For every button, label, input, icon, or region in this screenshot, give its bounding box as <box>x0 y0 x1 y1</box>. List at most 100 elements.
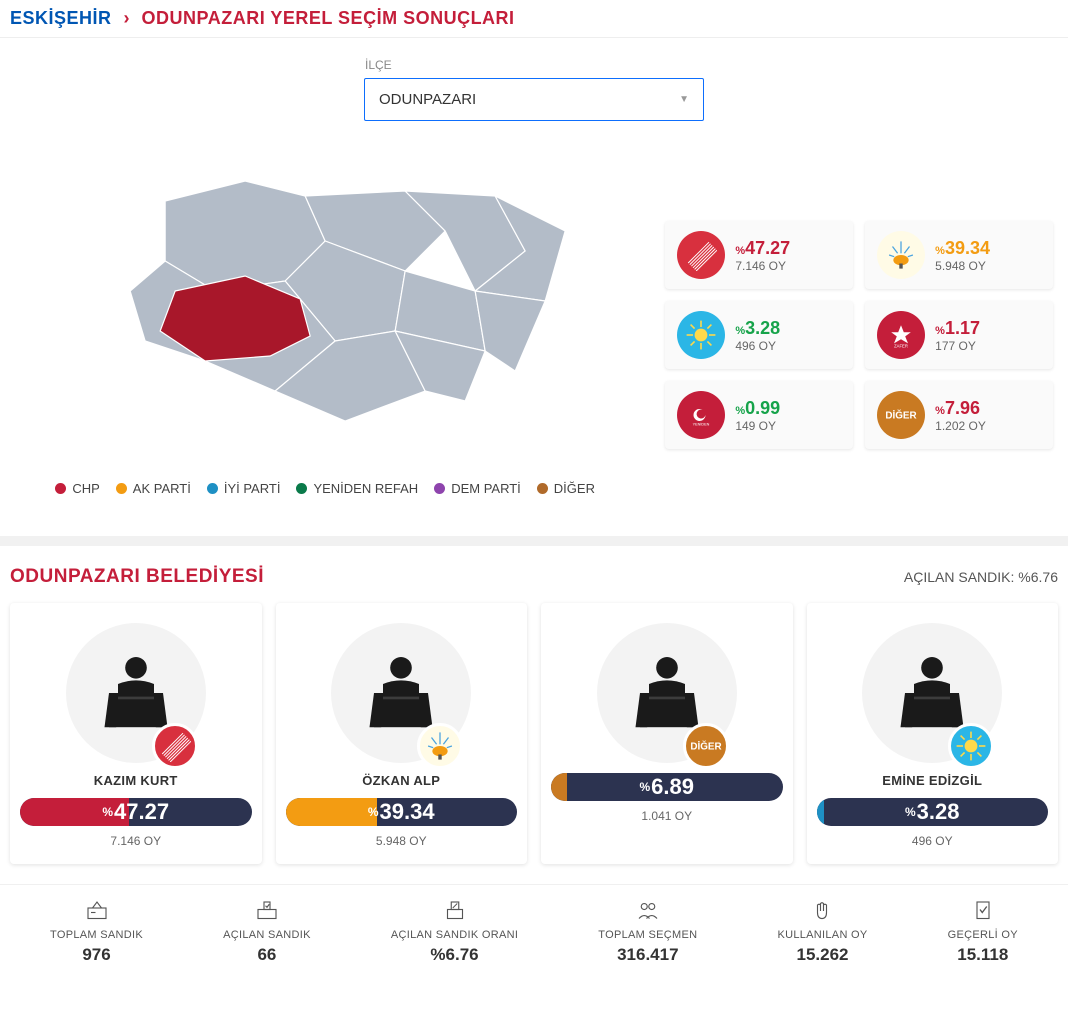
district-selector-value: ODUNPAZARI <box>379 91 476 108</box>
section-title: ODUNPAZARI BELEDİYESİ <box>10 566 264 588</box>
candidate-pct-bar: %39.34 <box>286 798 518 826</box>
stat-value: 15.262 <box>777 945 867 965</box>
stat: AÇILAN SANDIK 66 <box>223 899 311 965</box>
legend-label: CHP <box>72 481 99 496</box>
stat-label: KULLANILAN OY <box>777 929 867 941</box>
candidate-name: ÖZKAN ALP <box>286 773 518 788</box>
map-legend: CHP AK PARTİ İYİ PARTİ YENİDEN REFAH DEM PAR… <box>15 481 635 496</box>
party-logo-icon: YENİDEN <box>677 391 725 439</box>
candidate-party-badge-icon <box>948 723 994 769</box>
stat-icon <box>254 899 280 923</box>
breadcrumb: ESKİŞEHİR › ODUNPAZARI YEREL SEÇİM SONUÇ… <box>0 0 1068 38</box>
party-card[interactable]: %3.28496 OY <box>665 301 853 369</box>
legend-item: CHP <box>55 481 99 496</box>
candidate-party-badge-icon: DİĞER <box>683 723 729 769</box>
party-card[interactable]: %47.277.146 OY <box>665 221 853 289</box>
chevron-right-icon: › <box>124 8 130 29</box>
stat-icon <box>635 899 661 923</box>
stat-label: TOPLAM SANDIK <box>50 929 143 941</box>
party-pct: %7.96 <box>935 398 986 419</box>
candidate-party-badge-icon <box>417 723 463 769</box>
svg-text:DİĞER: DİĞER <box>690 741 721 753</box>
section-meta: AÇILAN SANDIK: %6.76 <box>904 569 1058 585</box>
legend-dot-icon <box>207 483 218 494</box>
legend-dot-icon <box>537 483 548 494</box>
party-pct: %3.28 <box>735 318 780 339</box>
party-pct: %39.34 <box>935 238 990 259</box>
divider <box>0 536 1068 546</box>
stat-icon <box>809 899 835 923</box>
legend-item: AK PARTİ <box>116 481 191 496</box>
district-map[interactable]: CHP AK PARTİ İYİ PARTİ YENİDEN REFAH DEM PAR… <box>15 141 635 496</box>
breadcrumb-title: ODUNPAZARI YEREL SEÇİM SONUÇLARI <box>142 8 515 29</box>
legend-item: İYİ PARTİ <box>207 481 281 496</box>
party-logo-icon: ZAFER <box>877 311 925 359</box>
candidate-avatar <box>66 623 206 763</box>
party-logo-icon: DİĞER <box>877 391 925 439</box>
party-pct: %47.27 <box>735 238 790 259</box>
legend-dot-icon <box>116 483 127 494</box>
stat: TOPLAM SANDIK 976 <box>50 899 143 965</box>
district-selector-label: İLÇE <box>365 58 392 72</box>
stat-value: 15.118 <box>948 945 1018 965</box>
party-logo-icon <box>877 231 925 279</box>
stat-value: 66 <box>223 945 311 965</box>
party-info: %47.277.146 OY <box>735 238 790 273</box>
stat: KULLANILAN OY 15.262 <box>777 899 867 965</box>
candidate-pct-bar: %6.89 <box>551 773 783 801</box>
candidate-votes: 496 OY <box>817 834 1049 848</box>
party-votes: 177 OY <box>935 339 980 353</box>
stat-icon <box>970 899 996 923</box>
stat: TOPLAM SEÇMEN316.417 <box>598 899 697 965</box>
legend-label: İYİ PARTİ <box>224 481 281 496</box>
party-votes: 1.202 OY <box>935 419 986 433</box>
party-info: %1.17177 OY <box>935 318 980 353</box>
stat-label: AÇILAN SANDIK ORANI <box>391 929 518 941</box>
breadcrumb-province[interactable]: ESKİŞEHİR <box>10 8 112 29</box>
stat: GEÇERLİ OY15.118 <box>948 899 1018 965</box>
stat-value: 316.417 <box>598 945 697 965</box>
party-card[interactable]: %39.345.948 OY <box>865 221 1053 289</box>
legend-label: DİĞER <box>554 481 595 496</box>
stat-value: 976 <box>50 945 143 965</box>
candidate-pct-bar: %3.28 <box>817 798 1049 826</box>
party-info: %0.99149 OY <box>735 398 780 433</box>
district-selector[interactable]: ODUNPAZARI ▼ <box>364 78 704 121</box>
party-info: %39.345.948 OY <box>935 238 990 273</box>
party-card[interactable]: ZAFER %1.17177 OY <box>865 301 1053 369</box>
legend-dot-icon <box>55 483 66 494</box>
stat-label: AÇILAN SANDIK <box>223 929 311 941</box>
party-results-grid: %47.277.146 OY %39.345.948 OY %3.28496 OY Z… <box>665 141 1053 496</box>
svg-text:YENİDEN: YENİDEN <box>693 422 710 427</box>
candidate-avatar <box>331 623 471 763</box>
legend-item: DEM PARTİ <box>434 481 521 496</box>
party-info: %3.28496 OY <box>735 318 780 353</box>
legend-label: AK PARTİ <box>133 481 191 496</box>
candidate-votes: 7.146 OY <box>20 834 252 848</box>
candidates-grid: KAZIM KURT%47.277.146 OY ÖZKAN ALP %39.34 5… <box>0 603 1068 884</box>
party-card[interactable]: DİĞER %7.961.202 OY <box>865 381 1053 449</box>
party-card[interactable]: YENİDEN %0.99149 OY <box>665 381 853 449</box>
legend-item: YENİDEN REFAH <box>296 481 418 496</box>
party-votes: 7.146 OY <box>735 259 790 273</box>
party-votes: 5.948 OY <box>935 259 990 273</box>
candidate-avatar: DİĞER <box>597 623 737 763</box>
party-info: %7.961.202 OY <box>935 398 986 433</box>
legend-item: DİĞER <box>537 481 595 496</box>
candidate-card: KAZIM KURT%47.277.146 OY <box>10 603 262 864</box>
candidate-name: EMİNE EDİZGİL <box>817 773 1049 788</box>
legend-label: DEM PARTİ <box>451 481 521 496</box>
candidate-name: KAZIM KURT <box>20 773 252 788</box>
party-pct: %1.17 <box>935 318 980 339</box>
stat: AÇILAN SANDIK ORANI%6.76 <box>391 899 518 965</box>
stat-icon <box>84 899 110 923</box>
party-pct: %0.99 <box>735 398 780 419</box>
party-votes: 496 OY <box>735 339 780 353</box>
chevron-down-icon: ▼ <box>679 94 689 105</box>
legend-label: YENİDEN REFAH <box>313 481 418 496</box>
party-logo-icon <box>677 231 725 279</box>
svg-text:DİĞER: DİĞER <box>886 410 917 422</box>
candidate-card: DİĞER%6.891.041 OY <box>541 603 793 864</box>
stat-icon <box>442 899 468 923</box>
candidate-votes: 5.948 OY <box>286 834 518 848</box>
